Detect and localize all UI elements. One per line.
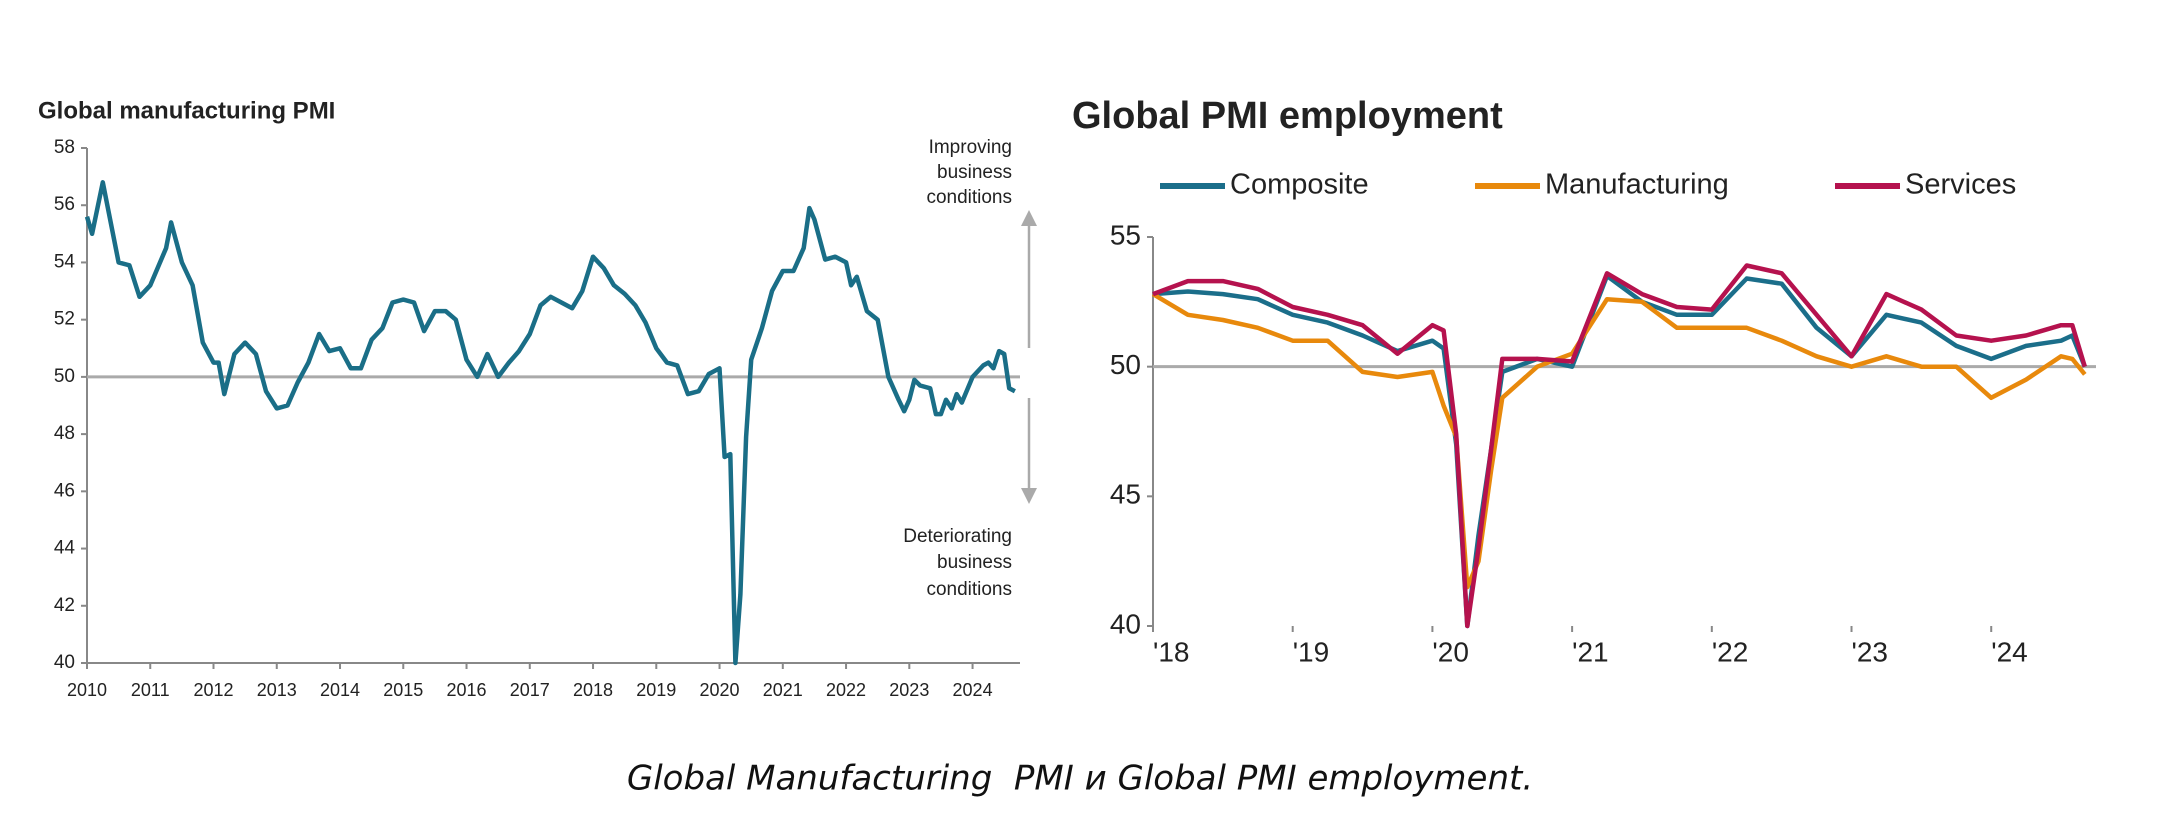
annotation: conditions — [926, 187, 1012, 208]
y-tick-label: 46 — [54, 480, 75, 501]
legend-label: Manufacturing — [1545, 169, 1729, 201]
x-tick-label: '21 — [1572, 636, 1609, 667]
y-tick-label: 45 — [1110, 479, 1141, 510]
x-tick-label: '20 — [1432, 636, 1469, 667]
x-tick-label: '19 — [1293, 636, 1330, 667]
x-tick-label: 2011 — [131, 680, 170, 700]
x-tick-label: 2017 — [510, 680, 550, 700]
y-tick-label: 40 — [1110, 608, 1141, 639]
annotation: Improving — [929, 137, 1012, 158]
arrow-head — [1021, 488, 1037, 504]
y-tick-label: 40 — [54, 652, 75, 673]
annotation: conditions — [926, 579, 1012, 600]
x-tick-label: 2023 — [889, 680, 929, 700]
x-tick-label: 2022 — [826, 680, 866, 700]
y-tick-label: 42 — [54, 595, 75, 616]
annotation: business — [937, 552, 1012, 573]
x-tick-label: '24 — [1991, 636, 2028, 667]
x-tick-label: '23 — [1852, 636, 1889, 667]
x-tick-label: 2021 — [763, 680, 803, 700]
y-tick-label: 52 — [54, 309, 75, 330]
y-tick-label: 58 — [54, 137, 75, 158]
x-tick-label: 2020 — [700, 680, 740, 700]
y-tick-label: 55 — [1110, 219, 1141, 250]
y-tick-label: 50 — [1110, 349, 1141, 380]
arrow-head — [1021, 210, 1037, 226]
y-tick-label: 54 — [54, 251, 76, 272]
x-tick-label: 2012 — [193, 680, 233, 700]
series-line — [1152, 273, 2087, 629]
y-tick-label: 44 — [54, 538, 76, 559]
chart-title: Global PMI employment — [1072, 95, 1503, 137]
y-tick-label: 48 — [54, 423, 75, 444]
legend-label: Services — [1905, 169, 2016, 201]
x-tick-label: 2018 — [573, 680, 613, 700]
x-tick-label: '18 — [1153, 636, 1190, 667]
x-tick-label: 2024 — [953, 680, 993, 700]
series-line — [1152, 263, 2087, 629]
x-tick-label: 2010 — [67, 680, 107, 700]
x-tick-label: '22 — [1712, 636, 1749, 667]
y-tick-label: 50 — [54, 366, 75, 387]
x-tick-label: 2015 — [383, 680, 423, 700]
legend-label: Composite — [1230, 169, 1369, 201]
series-line — [1151, 292, 2087, 590]
chart-title: Global manufacturing PMI — [38, 97, 335, 124]
series-line — [84, 180, 1016, 666]
x-tick-label: 2019 — [636, 680, 676, 700]
x-tick-label: 2016 — [447, 680, 487, 700]
x-tick-label: 2014 — [320, 680, 360, 700]
annotation: Deteriorating — [903, 526, 1012, 547]
x-tick-label: 2013 — [257, 680, 297, 700]
caption: Global Manufacturing PMI и Global PMI em… — [627, 759, 1533, 799]
y-tick-label: 56 — [54, 194, 75, 215]
annotation: business — [937, 162, 1012, 183]
